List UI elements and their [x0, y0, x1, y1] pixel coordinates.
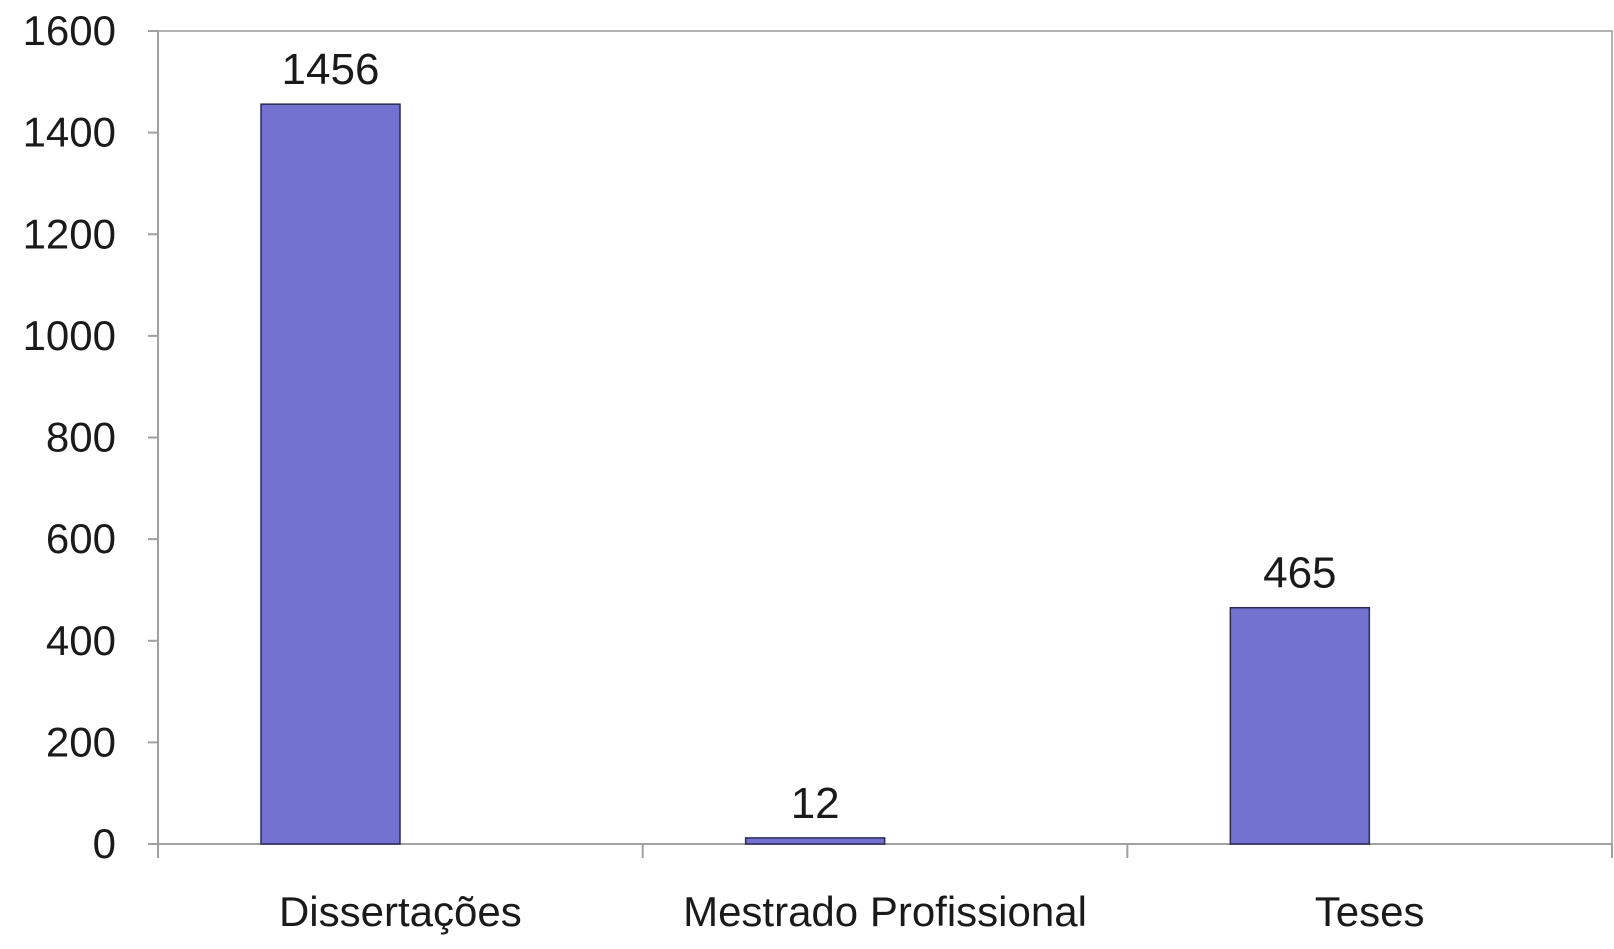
- y-tick-label: 200: [46, 718, 116, 765]
- x-axis: [157, 843, 1613, 858]
- bar-mestrado-profissional: [744, 837, 886, 845]
- data-label: 465: [1263, 549, 1336, 598]
- data-label: 12: [791, 779, 840, 828]
- y-tick-label: 1600: [23, 7, 116, 54]
- data-label: 1456: [282, 45, 380, 94]
- x-tick-labels: Dissertações Mestrado Profissional Teses: [279, 888, 1425, 935]
- x-tick-label: Teses: [1315, 888, 1425, 935]
- bar-disserta-es: [260, 103, 401, 845]
- y-tick-label: 800: [46, 414, 116, 461]
- y-tick-label: 0: [93, 820, 116, 867]
- y-tick-label: 1200: [23, 210, 116, 257]
- y-tick-label: 600: [46, 515, 116, 562]
- y-tick-label: 400: [46, 617, 116, 664]
- y-axis: 0 200 400 600 800 1000 1200 1400 1600: [23, 7, 159, 867]
- y-tick-label: 1000: [23, 312, 116, 359]
- y-tick-label: 1400: [23, 109, 116, 156]
- data-labels: 1456 12 465: [282, 45, 1337, 828]
- x-tick-label: Mestrado Profissional: [683, 888, 1087, 935]
- x-tick-label: Dissertações: [279, 888, 522, 935]
- bar-series: [260, 103, 1371, 845]
- bar-teses: [1229, 606, 1371, 845]
